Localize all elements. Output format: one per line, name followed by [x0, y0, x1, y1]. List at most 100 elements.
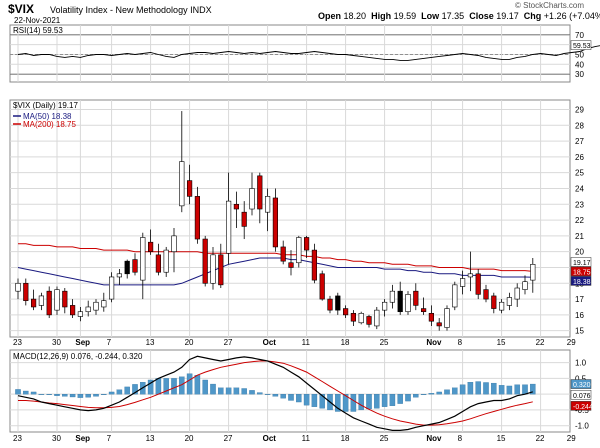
- macd-histogram-bar: [288, 394, 294, 401]
- macd-histogram-bar: [366, 394, 372, 410]
- candle-body: [171, 235, 177, 252]
- candle-body: [436, 322, 442, 327]
- candle-body: [319, 273, 325, 300]
- rsi-tick-label: 70: [575, 31, 584, 40]
- macd-histogram-bar: [46, 394, 52, 395]
- legend-entry: MA(50) 18.38: [23, 112, 72, 121]
- ma50-line: [17, 257, 533, 286]
- macd-histogram-bar: [210, 383, 216, 395]
- candle-body: [420, 308, 427, 313]
- candle-body: [296, 237, 302, 264]
- price-label: $VIX (Daily) 19.17: [13, 101, 78, 110]
- macd-histogram-bar: [389, 394, 396, 406]
- candle-body: [226, 200, 232, 254]
- macd-x-tick-label: Nov: [426, 434, 442, 443]
- macd-histogram-bar: [30, 391, 37, 395]
- macd-signal-last-value: -0.244: [573, 404, 593, 411]
- macd-panel: [9, 349, 571, 433]
- candle-body: [280, 246, 286, 262]
- macd-histogram-bar: [171, 378, 177, 395]
- macd-histogram-bar: [85, 394, 91, 398]
- candle-body: [405, 294, 411, 313]
- rsi-tick-label: 50: [575, 50, 584, 59]
- candle-body: [272, 197, 279, 248]
- macd-histogram-bar: [280, 394, 286, 399]
- candle-body: [459, 278, 466, 287]
- macd-x-tick-label: 22: [536, 434, 545, 443]
- candle-body: [241, 211, 247, 227]
- candle-body: [530, 264, 536, 281]
- rsi-last-value: 59.53: [573, 43, 591, 50]
- macd-histogram-bar: [93, 394, 99, 397]
- x-tick-label: 13: [146, 338, 155, 347]
- macd-histogram-bar: [381, 394, 388, 407]
- rsi-tick-label: 40: [575, 60, 584, 69]
- candle-body: [140, 237, 146, 281]
- macd-hist-last-value-box: [570, 379, 592, 389]
- macd-histogram-bar: [506, 385, 513, 395]
- candle-body: [303, 237, 310, 251]
- ma200-last-value-box: [570, 266, 592, 277]
- x-tick-label: 29: [567, 338, 576, 347]
- rsi-last-value-box: [570, 40, 592, 50]
- candle-body: [374, 309, 380, 327]
- price-tick-label: 26: [575, 153, 584, 162]
- macd-histogram-bar: [522, 384, 528, 395]
- macd-histogram-bar: [264, 394, 271, 395]
- candle-body: [467, 273, 474, 278]
- candle-body: [187, 180, 193, 197]
- macd-histogram-bar: [23, 390, 29, 395]
- candle-body: [116, 273, 122, 278]
- candle-body: [506, 297, 513, 306]
- x-tick-label: 27: [224, 338, 233, 347]
- candle-body: [15, 282, 21, 292]
- x-tick-label: 8: [458, 338, 463, 347]
- macd-histogram-bar: [319, 394, 325, 409]
- price-last-close: 19.17: [573, 260, 591, 267]
- macd-histogram-bar: [350, 394, 357, 412]
- security-name: Volatility Index - New Methodology INDX: [50, 5, 212, 15]
- candle-body: [491, 295, 497, 309]
- price-tick-label: 25: [575, 169, 584, 178]
- x-tick-label: 7: [107, 338, 112, 347]
- macd-histogram-bar: [272, 394, 279, 397]
- macd-x-tick-label: 7: [107, 434, 112, 443]
- candle-body: [389, 290, 396, 303]
- candle-body: [342, 308, 349, 316]
- macd-histogram-bar: [257, 392, 263, 395]
- ma50-last-value-box: [570, 276, 592, 286]
- macd-histogram-bar: [491, 382, 497, 395]
- candle-body: [132, 259, 138, 273]
- rsi-label: RSI(14) 59.53: [13, 26, 63, 35]
- candle-body: [358, 312, 364, 324]
- macd-histogram-bar: [498, 385, 505, 395]
- macd-histogram-bar: [303, 394, 310, 406]
- macd-tick-label: 1.0: [575, 359, 587, 368]
- rsi-panel: [9, 24, 571, 83]
- candle-body: [194, 196, 201, 240]
- candle-body: [155, 254, 162, 273]
- macd-histogram-bar: [420, 394, 427, 395]
- candle-body: [249, 188, 255, 210]
- macd-histogram-bar: [194, 375, 201, 395]
- macd-histogram-bar: [54, 394, 60, 396]
- macd-histogram-bar: [358, 394, 364, 411]
- macd-histogram-bar: [163, 378, 169, 395]
- candle-body: [522, 281, 528, 290]
- macd-histogram-bar: [155, 378, 162, 395]
- x-tick-label: 25: [380, 338, 389, 347]
- macd-tick-label: 0.5: [575, 374, 587, 383]
- macd-histogram-bar: [69, 394, 76, 398]
- candle-body: [163, 249, 169, 273]
- macd-histogram-bar: [108, 391, 115, 395]
- ma200-last-value: 18.75: [573, 269, 591, 276]
- price-tick-label: 22: [575, 216, 584, 225]
- candle-body: [77, 311, 83, 317]
- symbol: $VIX: [8, 2, 35, 16]
- macd-histogram-bar: [186, 373, 193, 395]
- macd-histogram-bar: [38, 394, 45, 395]
- macd-histogram-bar: [202, 379, 208, 395]
- candle-body: [148, 241, 154, 252]
- macd-histogram-bar: [397, 394, 403, 404]
